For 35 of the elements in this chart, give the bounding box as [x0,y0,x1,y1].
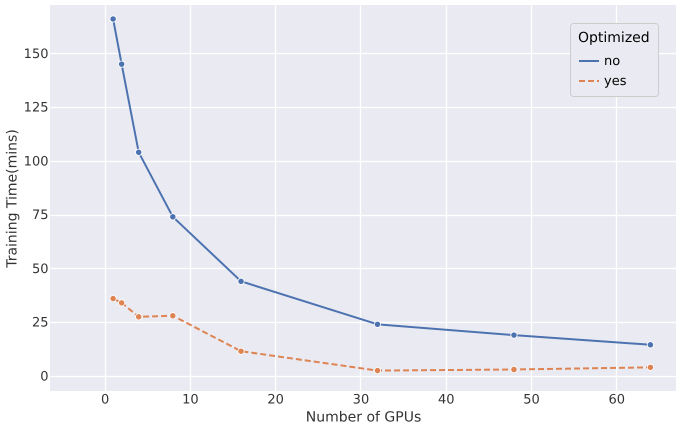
y-tick-label: 50 [32,262,48,277]
point [118,60,126,68]
y-tick-label: 0 [40,369,48,384]
point [237,348,245,355]
x-tick-label: 60 [608,392,626,408]
point [169,312,176,320]
x-tick-label: 50 [523,392,540,408]
point [374,367,382,374]
point [510,366,518,374]
point [510,332,518,339]
point [135,148,142,156]
x-tick-label: 40 [438,392,454,408]
point [646,364,654,371]
y-axis-title: Training Time(mins) [4,129,21,269]
point [374,320,382,328]
x-tick-label: 30 [352,392,370,408]
point [135,313,142,320]
y-tick-label: 125 [24,100,48,116]
point [110,15,117,23]
point [237,278,245,285]
point [169,213,176,220]
y-tick-label: 25 [32,316,48,331]
point [110,294,117,302]
legend-title: Optimized [578,30,650,46]
y-tick-label: 150 [24,46,48,62]
point [646,341,654,348]
y-tick-label: 100 [24,154,48,170]
legend-label: no [604,54,620,69]
point [118,299,126,306]
x-tick-label: 0 [100,392,110,408]
y-tick-label: 75 [32,208,48,224]
x-tick-label: 10 [182,392,199,408]
x-tick-label: 20 [267,392,284,408]
legend-label: yes [604,74,627,89]
x-axis-title: Number of GPUs [306,410,422,426]
